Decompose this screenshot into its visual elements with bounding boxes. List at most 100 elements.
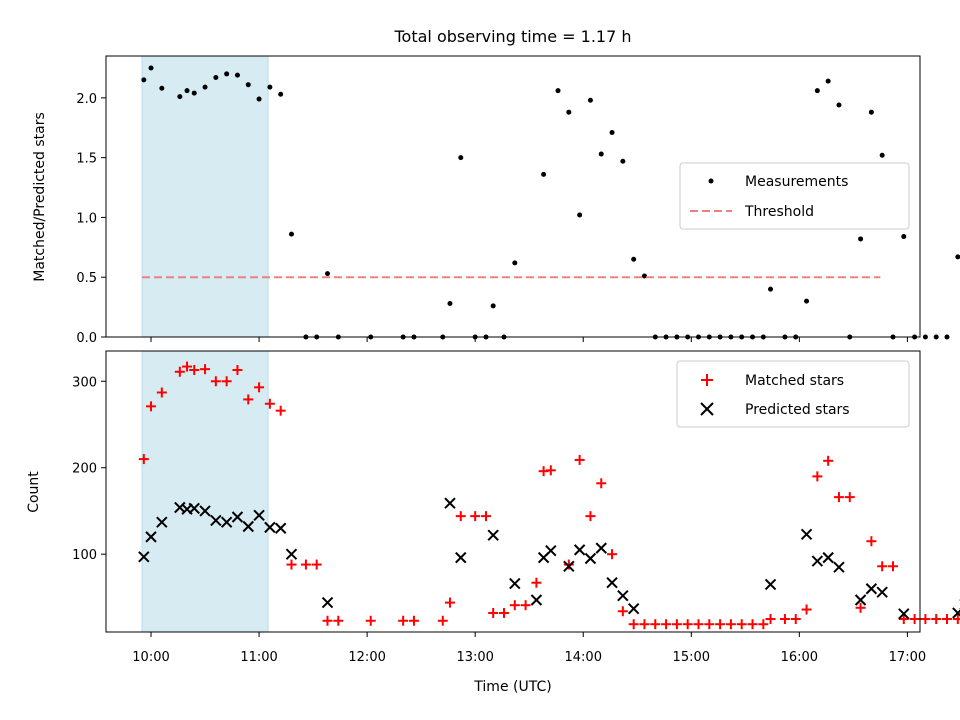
matched-star-point xyxy=(931,614,942,625)
top-legend-box xyxy=(679,162,910,230)
matched-star-point xyxy=(909,614,920,625)
matched-star-point xyxy=(488,607,499,618)
matched-star-point xyxy=(138,454,149,465)
measurement-point xyxy=(191,90,197,96)
matched-star-point xyxy=(833,492,844,503)
matched-star-point xyxy=(682,619,693,630)
bottom-shaded-region xyxy=(141,350,269,633)
matched-star-point xyxy=(189,365,200,376)
matched-star-point xyxy=(725,619,736,630)
predicted-star-point xyxy=(952,607,960,619)
top-y-ticks: 0.0 0.5 1.0 1.5 2.0 xyxy=(76,92,106,346)
matched-star-point xyxy=(275,405,286,416)
legend-matched-label: Matched stars xyxy=(745,373,844,389)
matched-star-point xyxy=(574,454,585,465)
predicted-star-point xyxy=(822,551,834,564)
matched-star-point xyxy=(221,376,232,387)
predicted-star-point xyxy=(231,511,244,523)
y-tick-label: 100 xyxy=(72,548,97,563)
matched-star-point xyxy=(942,614,953,625)
matched-star-point xyxy=(844,492,855,503)
x-tick-label: 14:00 xyxy=(565,650,602,665)
y-tick-label: 200 xyxy=(72,462,97,477)
predicted-star-point xyxy=(854,594,867,606)
matched-star-point xyxy=(498,607,509,618)
predicted-star-point xyxy=(764,578,777,591)
matched-star-point xyxy=(758,619,769,630)
bottom-legend-box xyxy=(676,360,910,428)
matched-star-point xyxy=(765,614,776,625)
x-tick-label: 10:00 xyxy=(132,650,169,665)
legend-matched-marker xyxy=(701,374,713,386)
measurement-point xyxy=(256,96,262,102)
matched-star-point xyxy=(365,615,376,626)
top-shaded-region xyxy=(141,55,269,338)
predicted-star-point xyxy=(487,529,499,541)
x-tick-label: 13:00 xyxy=(456,650,493,665)
matched-star-point xyxy=(607,549,618,560)
predicted-star-point xyxy=(606,577,618,589)
measurement-point xyxy=(577,212,583,218)
measurement-point xyxy=(768,286,774,292)
predicted-star-point xyxy=(584,552,597,565)
matched-star-point xyxy=(866,536,877,547)
matched-star-point xyxy=(585,511,596,522)
measurement-point xyxy=(267,84,273,90)
y-tick-label: 0.0 xyxy=(76,331,97,346)
matched-star-point xyxy=(322,615,333,626)
measurement-point xyxy=(447,301,453,307)
top-y-axis-label: Matched/Predicted stars xyxy=(32,112,48,282)
x-axis-label: Time (UTC) xyxy=(473,679,551,695)
measurement-point xyxy=(490,303,496,309)
y-tick-label: 0.5 xyxy=(76,271,97,286)
measurement-point xyxy=(814,88,820,94)
bottom-y-axis-label: Count xyxy=(26,471,42,513)
legend-measurements-marker xyxy=(708,178,714,184)
matched-star-point xyxy=(480,511,491,522)
measurement-point xyxy=(901,234,907,240)
bottom-y-ticks: 100 200 300 xyxy=(72,375,106,563)
matched-star-point xyxy=(920,614,931,625)
matched-star-point xyxy=(823,455,834,466)
bottom-panel: 100 200 300 10:00 11:00 12:00 13:00 14:00 15:00… xyxy=(26,350,960,695)
matched-star-point xyxy=(300,559,311,570)
matched-star-point xyxy=(520,600,531,611)
matched-star-point xyxy=(156,387,167,398)
predicted-star-point xyxy=(285,548,298,560)
matched-star-point xyxy=(254,382,265,393)
top-x-ticks xyxy=(150,337,908,342)
measurement-point xyxy=(555,88,561,94)
predicted-star-point xyxy=(242,520,254,533)
matched-star-point xyxy=(174,366,185,377)
measurement-point xyxy=(836,102,842,108)
measurement-point xyxy=(933,334,939,340)
chart-title: Total observing time = 1.17 h xyxy=(393,27,631,46)
predicted-star-point xyxy=(545,545,557,557)
matched-star-point xyxy=(877,561,888,572)
predicted-star-point xyxy=(617,589,629,602)
x-tick-label: 17:00 xyxy=(889,650,926,665)
predicted-star-point xyxy=(573,544,586,556)
matched-star-point xyxy=(812,471,823,482)
predicted-star-point xyxy=(563,560,575,572)
predicted-star-point xyxy=(321,596,334,609)
predicted-star-point xyxy=(865,583,878,595)
matched-star-point xyxy=(779,614,790,625)
measurement-point xyxy=(955,254,960,260)
predicted-star-point xyxy=(138,551,150,563)
matched-star-point xyxy=(596,478,607,489)
measurement-point xyxy=(177,94,183,100)
matched-star-point xyxy=(952,614,960,625)
measurement-point xyxy=(641,273,647,279)
measurement-point xyxy=(879,152,885,158)
bottom-legend: Matched stars Predicted stars xyxy=(676,360,910,428)
matched-star-point xyxy=(182,361,193,372)
x-tick-label: 11:00 xyxy=(240,650,277,665)
y-tick-label: 1.5 xyxy=(76,152,97,167)
matched-star-point xyxy=(715,619,726,630)
legend-measurements-label: Measurements xyxy=(745,174,848,190)
predicted-star-point xyxy=(253,509,265,521)
matched-star-point xyxy=(470,511,481,522)
x-tick-label: 16:00 xyxy=(781,650,818,665)
top-axes-frame xyxy=(105,55,921,338)
